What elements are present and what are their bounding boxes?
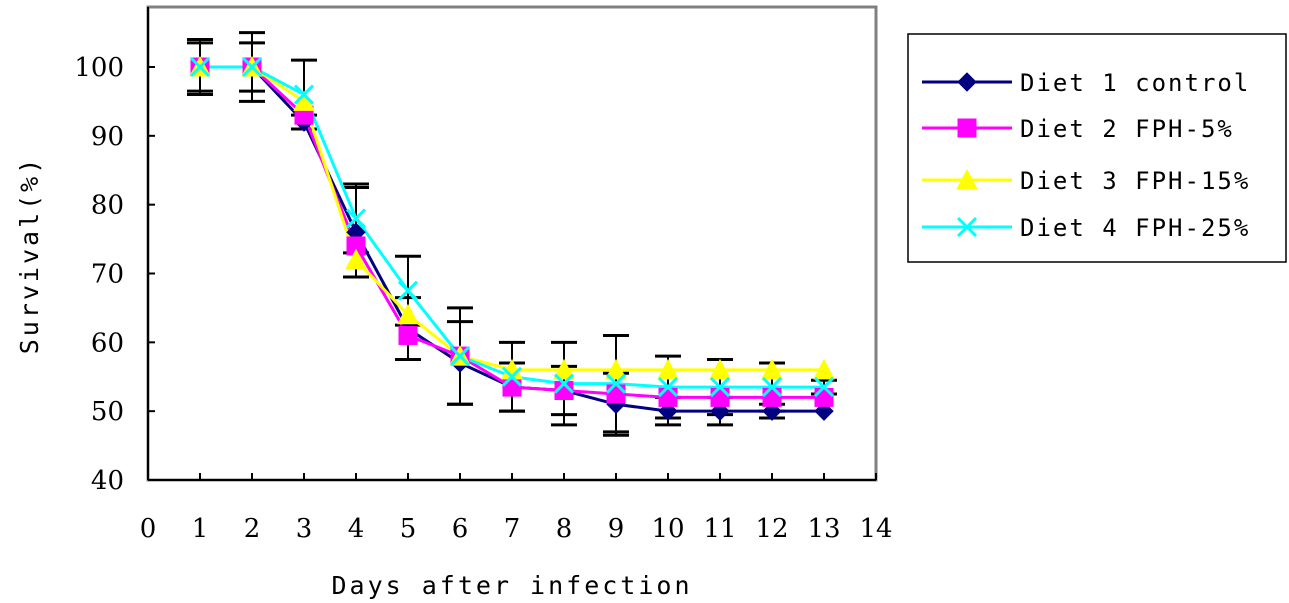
- series-3-point: [657, 358, 679, 380]
- x-tick-label: 0: [140, 514, 157, 544]
- legend-item: Diet 1 control: [922, 69, 1250, 97]
- series-2-point: [658, 387, 678, 407]
- series-3-point: [605, 358, 627, 380]
- y-tick-label: 90: [91, 122, 124, 152]
- series-4-point: [397, 280, 419, 301]
- y-axis-title: Survival(%): [15, 156, 44, 355]
- series-4-point: [657, 377, 679, 398]
- legend-item: Diet 4 FPH-25%: [922, 214, 1250, 242]
- y-tick-label: 80: [91, 191, 124, 221]
- series-3-point: [709, 358, 731, 380]
- x-tick-label: 11: [703, 514, 736, 544]
- series-2-point: [502, 377, 522, 397]
- series-4-point: [293, 84, 315, 105]
- x-tick-label: 12: [755, 514, 788, 544]
- legend-label: Diet 1 control: [1020, 69, 1250, 97]
- y-tick-labels: 40 50 60 70 80 90 100: [74, 53, 124, 496]
- series-2-point: [710, 387, 730, 407]
- legend-item: Diet 2 FPH-5%: [922, 115, 1234, 143]
- series-2-point: [606, 384, 626, 404]
- y-tick-label: 70: [91, 260, 124, 290]
- series-3-point: [761, 358, 783, 380]
- series-3-point: [553, 358, 575, 380]
- series-4-point: [553, 373, 575, 394]
- series-4-point: [241, 56, 263, 78]
- x-tick-label: 13: [807, 514, 840, 544]
- y-tick-label: 40: [91, 466, 124, 496]
- x-tick-labels: 0 1 2 3 4 5 6 7 8 9 10 11 12 13 14: [140, 514, 893, 544]
- series-2-point: [398, 325, 418, 345]
- legend-swatch-marker: [956, 216, 978, 238]
- series-4-point: [189, 56, 211, 78]
- legend-items: Diet 1 control Diet 2 FPH-5% Diet 3 FPH-15…: [922, 69, 1250, 242]
- x-tick-label: 7: [504, 514, 521, 544]
- y-tick-label: 100: [74, 53, 124, 83]
- series-4-point: [345, 208, 367, 229]
- x-tick-label: 10: [651, 514, 684, 544]
- x-tick-label: 8: [556, 514, 573, 544]
- legend-label: Diet 4 FPH-25%: [1020, 214, 1250, 242]
- x-tick-label: 2: [244, 514, 261, 544]
- legend-label: Diet 3 FPH-15%: [1020, 167, 1250, 195]
- x-ticks: [147, 473, 877, 480]
- x-tick-label: 5: [400, 514, 417, 544]
- series-4-point: [709, 377, 731, 398]
- legend-item: Diet 3 FPH-15%: [922, 167, 1250, 195]
- x-tick-label: 1: [192, 514, 209, 544]
- y-ticks: [148, 66, 155, 481]
- series-2-point: [814, 387, 834, 407]
- series-4-point: [605, 373, 627, 394]
- series-3-point: [345, 248, 367, 270]
- legend: Diet 1 control Diet 2 FPH-5% Diet 3 FPH-15…: [907, 33, 1287, 263]
- series-3-point: [813, 358, 835, 380]
- legend-swatch-marker: [957, 72, 977, 92]
- series-4-point: [501, 366, 523, 387]
- x-tick-label: 6: [452, 514, 469, 544]
- x-axis-title: Days after infection: [331, 571, 692, 600]
- series-2-point: [762, 387, 782, 407]
- legend-swatch-marker: [956, 168, 978, 190]
- x-tick-label: 14: [859, 514, 892, 544]
- x-tick-label: 4: [348, 514, 365, 544]
- legend-label: Diet 2 FPH-5%: [1020, 115, 1234, 143]
- series-3-point: [397, 303, 419, 325]
- y-tick-label: 50: [91, 397, 124, 427]
- x-tick-label: 3: [296, 514, 313, 544]
- y-tick-label: 60: [91, 328, 124, 358]
- series-4-point: [761, 377, 783, 398]
- series-markers: [189, 55, 835, 421]
- series-4-point: [813, 377, 835, 398]
- legend-swatch-marker: [957, 118, 977, 138]
- x-tick-label: 9: [608, 514, 625, 544]
- series-4-point: [449, 346, 471, 367]
